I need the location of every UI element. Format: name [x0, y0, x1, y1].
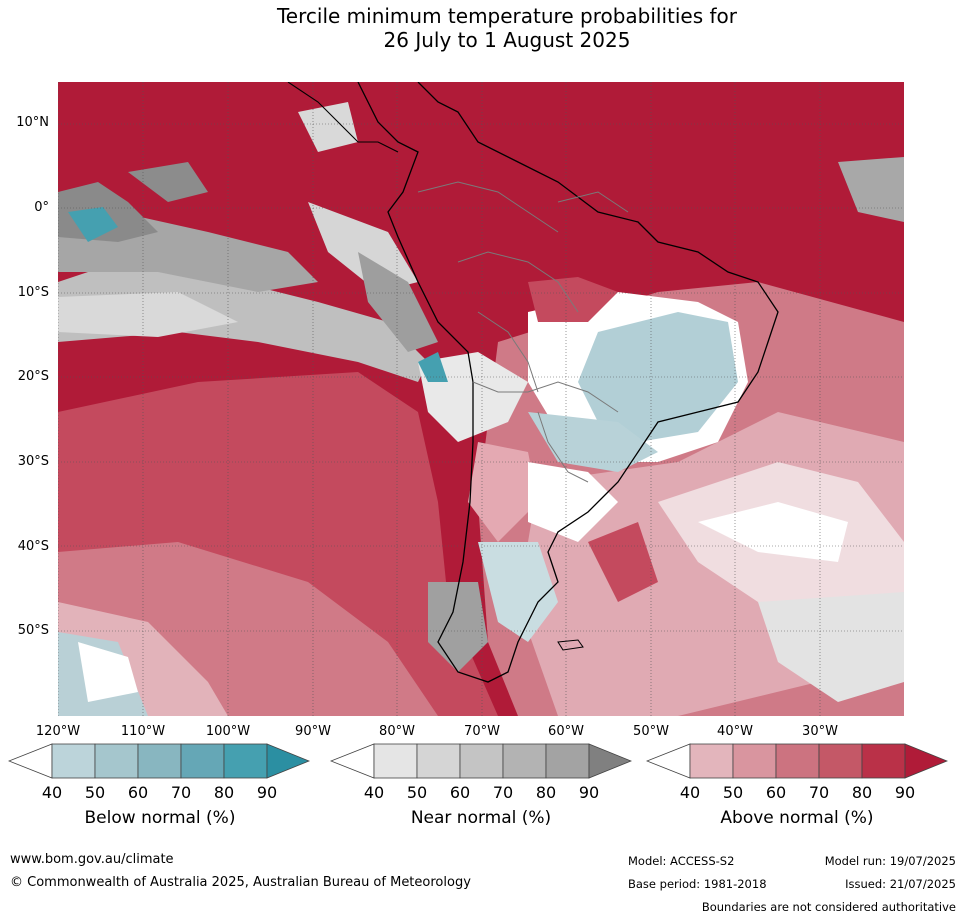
- below-tick-80: 80: [213, 783, 235, 802]
- lon-label-80w: 80°W: [379, 724, 415, 739]
- graticule: [58, 82, 904, 716]
- below-normal-swatch-3: [137, 743, 182, 779]
- below-tick-40: 40: [41, 783, 63, 802]
- below-tick-70: 70: [170, 783, 192, 802]
- probability-map: [58, 82, 904, 716]
- base-period-text: Base period: 1981-2018: [628, 877, 767, 891]
- andes-below-spot: [418, 352, 448, 382]
- lon-label-100w: 100°W: [205, 724, 251, 739]
- issued-text: Issued: 21/07/2025: [845, 877, 956, 891]
- falkland-islands: [557, 639, 584, 651]
- near-tick-40: 40: [363, 783, 385, 802]
- below-normal-label: Below normal (%): [84, 808, 236, 828]
- lon-label-30w: 30°W: [802, 724, 838, 739]
- east-pacific-near-zone: [58, 262, 428, 382]
- south-atlantic-near-patch: [758, 592, 904, 702]
- above-tick-50: 50: [722, 783, 744, 802]
- model-run-text: Model run: 19/07/2025: [824, 854, 956, 868]
- below-normal-swatch-4: [180, 743, 225, 779]
- equatorial-near-patch-2: [128, 162, 208, 202]
- near-tick-80: 80: [535, 783, 557, 802]
- lon-label-70w: 70°W: [464, 724, 500, 739]
- near-normal-label: Near normal (%): [410, 808, 552, 828]
- below-normal-swatch-6: [266, 743, 310, 779]
- above-normal-swatch-1: [689, 743, 734, 779]
- north-atlantic-near-patch: [838, 157, 904, 222]
- below-tick-60: 60: [127, 783, 149, 802]
- south-pacific-white-patch: [78, 642, 138, 702]
- lon-label-40w: 40°W: [717, 724, 753, 739]
- disclaimer-text: Boundaries are not considered authoritat…: [701, 900, 956, 914]
- above-normal-swatch-5: [861, 743, 906, 779]
- website-link[interactable]: www.bom.gov.au/climate: [10, 852, 174, 867]
- lat-label-20s: 20°S: [17, 369, 49, 384]
- title-line-1: Tercile minimum temperature probabilitie…: [276, 4, 738, 28]
- lon-label-60w: 60°W: [548, 724, 584, 739]
- map-title: Tercile minimum temperature probabilitie…: [0, 4, 965, 52]
- near-tick-50: 50: [406, 783, 428, 802]
- above-normal-label: Above normal (%): [720, 808, 874, 828]
- near-normal-swatch-2: [416, 743, 461, 779]
- lat-label-10s: 10°S: [17, 285, 49, 300]
- lat-label-30s: 30°S: [17, 454, 49, 469]
- near-normal-swatch-3: [459, 743, 504, 779]
- south-atlantic-strong-spot: [588, 522, 658, 602]
- peru-coast-near-zone: [308, 202, 418, 292]
- lon-label-120w: 120°W: [35, 724, 81, 739]
- equatorial-below-patch: [68, 207, 118, 242]
- country-borders: [417, 181, 629, 483]
- below-tick-50: 50: [84, 783, 106, 802]
- below-normal-swatch-5: [223, 743, 268, 779]
- near-tick-60: 60: [449, 783, 471, 802]
- patagonia-below-zone: [478, 542, 558, 642]
- below-normal-swatch-0: [8, 743, 53, 779]
- lat-label-0: 0°: [34, 200, 49, 215]
- lon-label-90w: 90°W: [295, 724, 331, 739]
- lat-label-50s: 50°S: [17, 623, 49, 638]
- near-tick-90: 90: [578, 783, 600, 802]
- near-normal-swatch-1: [373, 743, 418, 779]
- south-atlantic-white-patch: [698, 502, 848, 562]
- argentina-white-zone: [528, 462, 618, 542]
- near-normal-swatch-5: [545, 743, 590, 779]
- near-normal-colorbar: [330, 743, 632, 779]
- near-tick-70: 70: [492, 783, 514, 802]
- above-tick-90: 90: [894, 783, 916, 802]
- map-svg: [58, 82, 904, 716]
- below-normal-colorbar: [8, 743, 310, 779]
- lon-label-50w: 50°W: [633, 724, 669, 739]
- lat-label-10n: 10°N: [16, 115, 49, 130]
- above-tick-80: 80: [851, 783, 873, 802]
- near-normal-swatch-0: [330, 743, 375, 779]
- paraguay-below-zone: [528, 412, 658, 472]
- model-text: Model: ACCESS-S2: [628, 854, 735, 868]
- above-normal-swatch-2: [732, 743, 777, 779]
- above-tick-40: 40: [679, 783, 701, 802]
- amazon-above-zone: [528, 277, 618, 322]
- lon-label-110w: 110°W: [120, 724, 166, 739]
- above-normal-swatch-4: [818, 743, 863, 779]
- east-pacific-light-gray: [58, 292, 238, 337]
- near-normal-swatch-6: [588, 743, 632, 779]
- peru-coast-near-dark: [358, 252, 438, 352]
- above-normal-swatch-0: [646, 743, 691, 779]
- title-line-2: 26 July to 1 August 2025: [383, 28, 631, 52]
- near-normal-swatch-4: [502, 743, 547, 779]
- lat-label-40s: 40°S: [17, 539, 49, 554]
- above-normal-swatch-6: [904, 743, 948, 779]
- above-normal-colorbar: [646, 743, 948, 779]
- above-normal-swatch-3: [775, 743, 820, 779]
- copyright-text: © Commonwealth of Australia 2025, Austra…: [10, 875, 471, 890]
- below-normal-swatch-1: [51, 743, 96, 779]
- below-tick-90: 90: [256, 783, 278, 802]
- above-tick-60: 60: [765, 783, 787, 802]
- argentina-light-zone: [468, 442, 538, 542]
- below-normal-swatch-2: [94, 743, 139, 779]
- central-america-coastline: [287, 82, 399, 153]
- above-tick-70: 70: [808, 783, 830, 802]
- south-america-coastline: [357, 82, 779, 683]
